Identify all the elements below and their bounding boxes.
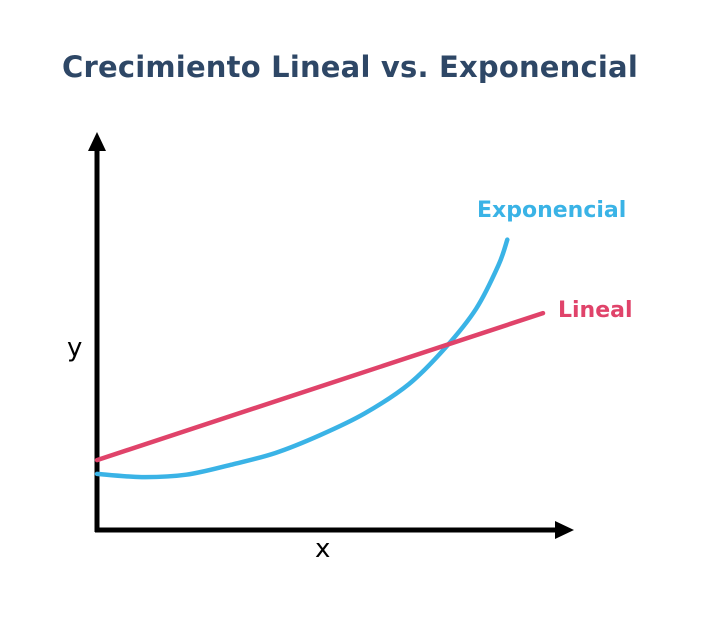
chart-title: Crecimiento Lineal vs. Exponencial <box>62 50 638 84</box>
series-line-lineal <box>94 310 546 463</box>
series-line-exponencial <box>94 237 510 480</box>
series-label-lineal: Lineal <box>558 298 633 323</box>
axes <box>88 132 574 539</box>
y-axis-label: y <box>67 333 82 363</box>
series-label-exponencial: Exponencial <box>477 198 626 223</box>
x-axis-arrow-icon <box>555 521 574 539</box>
y-axis-arrow-icon <box>88 132 106 151</box>
x-axis-label: x <box>315 534 330 564</box>
